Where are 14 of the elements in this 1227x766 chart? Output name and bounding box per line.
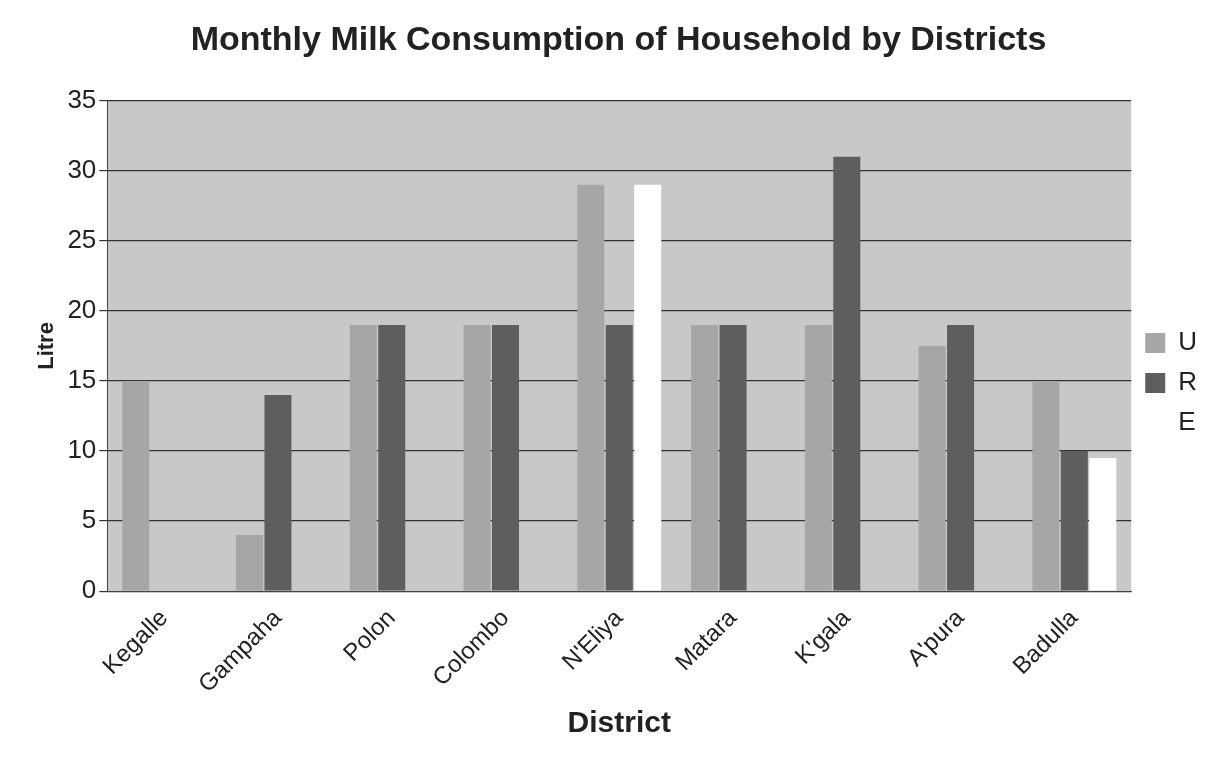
y-tick-label: 10 <box>67 434 97 465</box>
y-tick-label: 25 <box>67 224 97 255</box>
legend-label: R <box>1178 366 1197 397</box>
y-tick-label: 5 <box>81 504 97 535</box>
chart-title: Monthly Milk Consumption of Household by Districts <box>190 18 1047 57</box>
x-axis-title: District <box>567 705 671 739</box>
text: E <box>1178 406 1196 437</box>
y-tick-label: 0 <box>81 574 97 605</box>
y-tick-label: 20 <box>67 294 97 325</box>
legend-label: U <box>1178 326 1197 357</box>
y-tick-label: 35 <box>67 83 97 114</box>
y-axis-title: Litre <box>33 322 59 370</box>
y-tick-label: 30 <box>67 154 97 185</box>
y-tick-label: 15 <box>67 364 97 395</box>
